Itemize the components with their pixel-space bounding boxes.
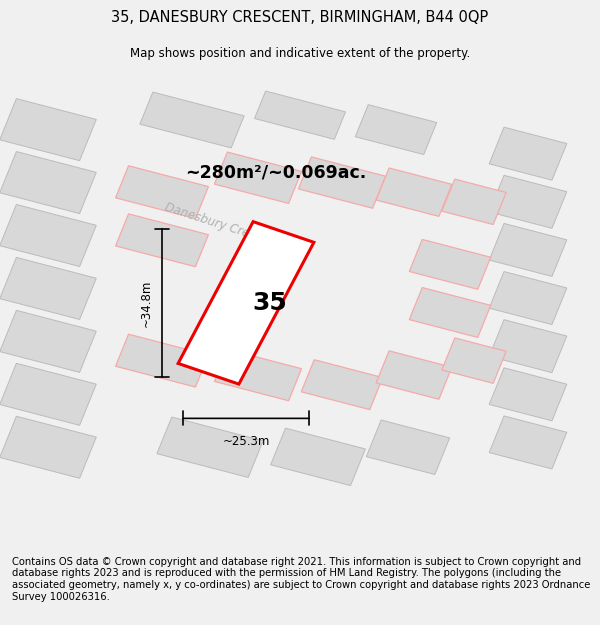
Polygon shape: [178, 222, 314, 384]
Polygon shape: [0, 99, 96, 161]
Text: Danesbury Crescent: Danesbury Crescent: [163, 201, 281, 251]
Polygon shape: [214, 152, 302, 203]
Polygon shape: [271, 428, 365, 486]
Polygon shape: [157, 417, 263, 478]
Polygon shape: [409, 288, 491, 338]
Text: ~34.8m: ~34.8m: [140, 279, 153, 326]
Polygon shape: [376, 168, 452, 216]
Polygon shape: [0, 258, 96, 319]
Polygon shape: [489, 272, 567, 324]
Polygon shape: [442, 179, 506, 224]
Polygon shape: [489, 320, 567, 372]
Polygon shape: [0, 416, 96, 478]
Polygon shape: [489, 368, 567, 421]
Polygon shape: [376, 351, 452, 399]
Text: ~280m²/~0.069ac.: ~280m²/~0.069ac.: [185, 164, 367, 182]
Polygon shape: [442, 338, 506, 383]
Polygon shape: [301, 360, 383, 409]
Polygon shape: [298, 157, 386, 208]
Text: Map shows position and indicative extent of the property.: Map shows position and indicative extent…: [130, 48, 470, 61]
Polygon shape: [355, 104, 437, 154]
Polygon shape: [0, 363, 96, 426]
Text: 35: 35: [253, 291, 287, 315]
Polygon shape: [116, 214, 208, 267]
Polygon shape: [0, 151, 96, 214]
Polygon shape: [489, 127, 567, 180]
Polygon shape: [116, 166, 208, 219]
Polygon shape: [409, 239, 491, 289]
Polygon shape: [489, 224, 567, 276]
Polygon shape: [367, 420, 449, 474]
Text: ~25.3m: ~25.3m: [223, 435, 269, 448]
Polygon shape: [0, 204, 96, 266]
Polygon shape: [116, 334, 208, 387]
Text: 35, DANESBURY CRESCENT, BIRMINGHAM, B44 0QP: 35, DANESBURY CRESCENT, BIRMINGHAM, B44 …: [112, 11, 488, 26]
Text: Contains OS data © Crown copyright and database right 2021. This information is : Contains OS data © Crown copyright and d…: [12, 557, 590, 601]
Polygon shape: [489, 176, 567, 228]
Polygon shape: [140, 92, 244, 148]
Polygon shape: [254, 91, 346, 139]
Polygon shape: [214, 349, 302, 401]
Polygon shape: [0, 311, 96, 372]
Polygon shape: [489, 416, 567, 469]
